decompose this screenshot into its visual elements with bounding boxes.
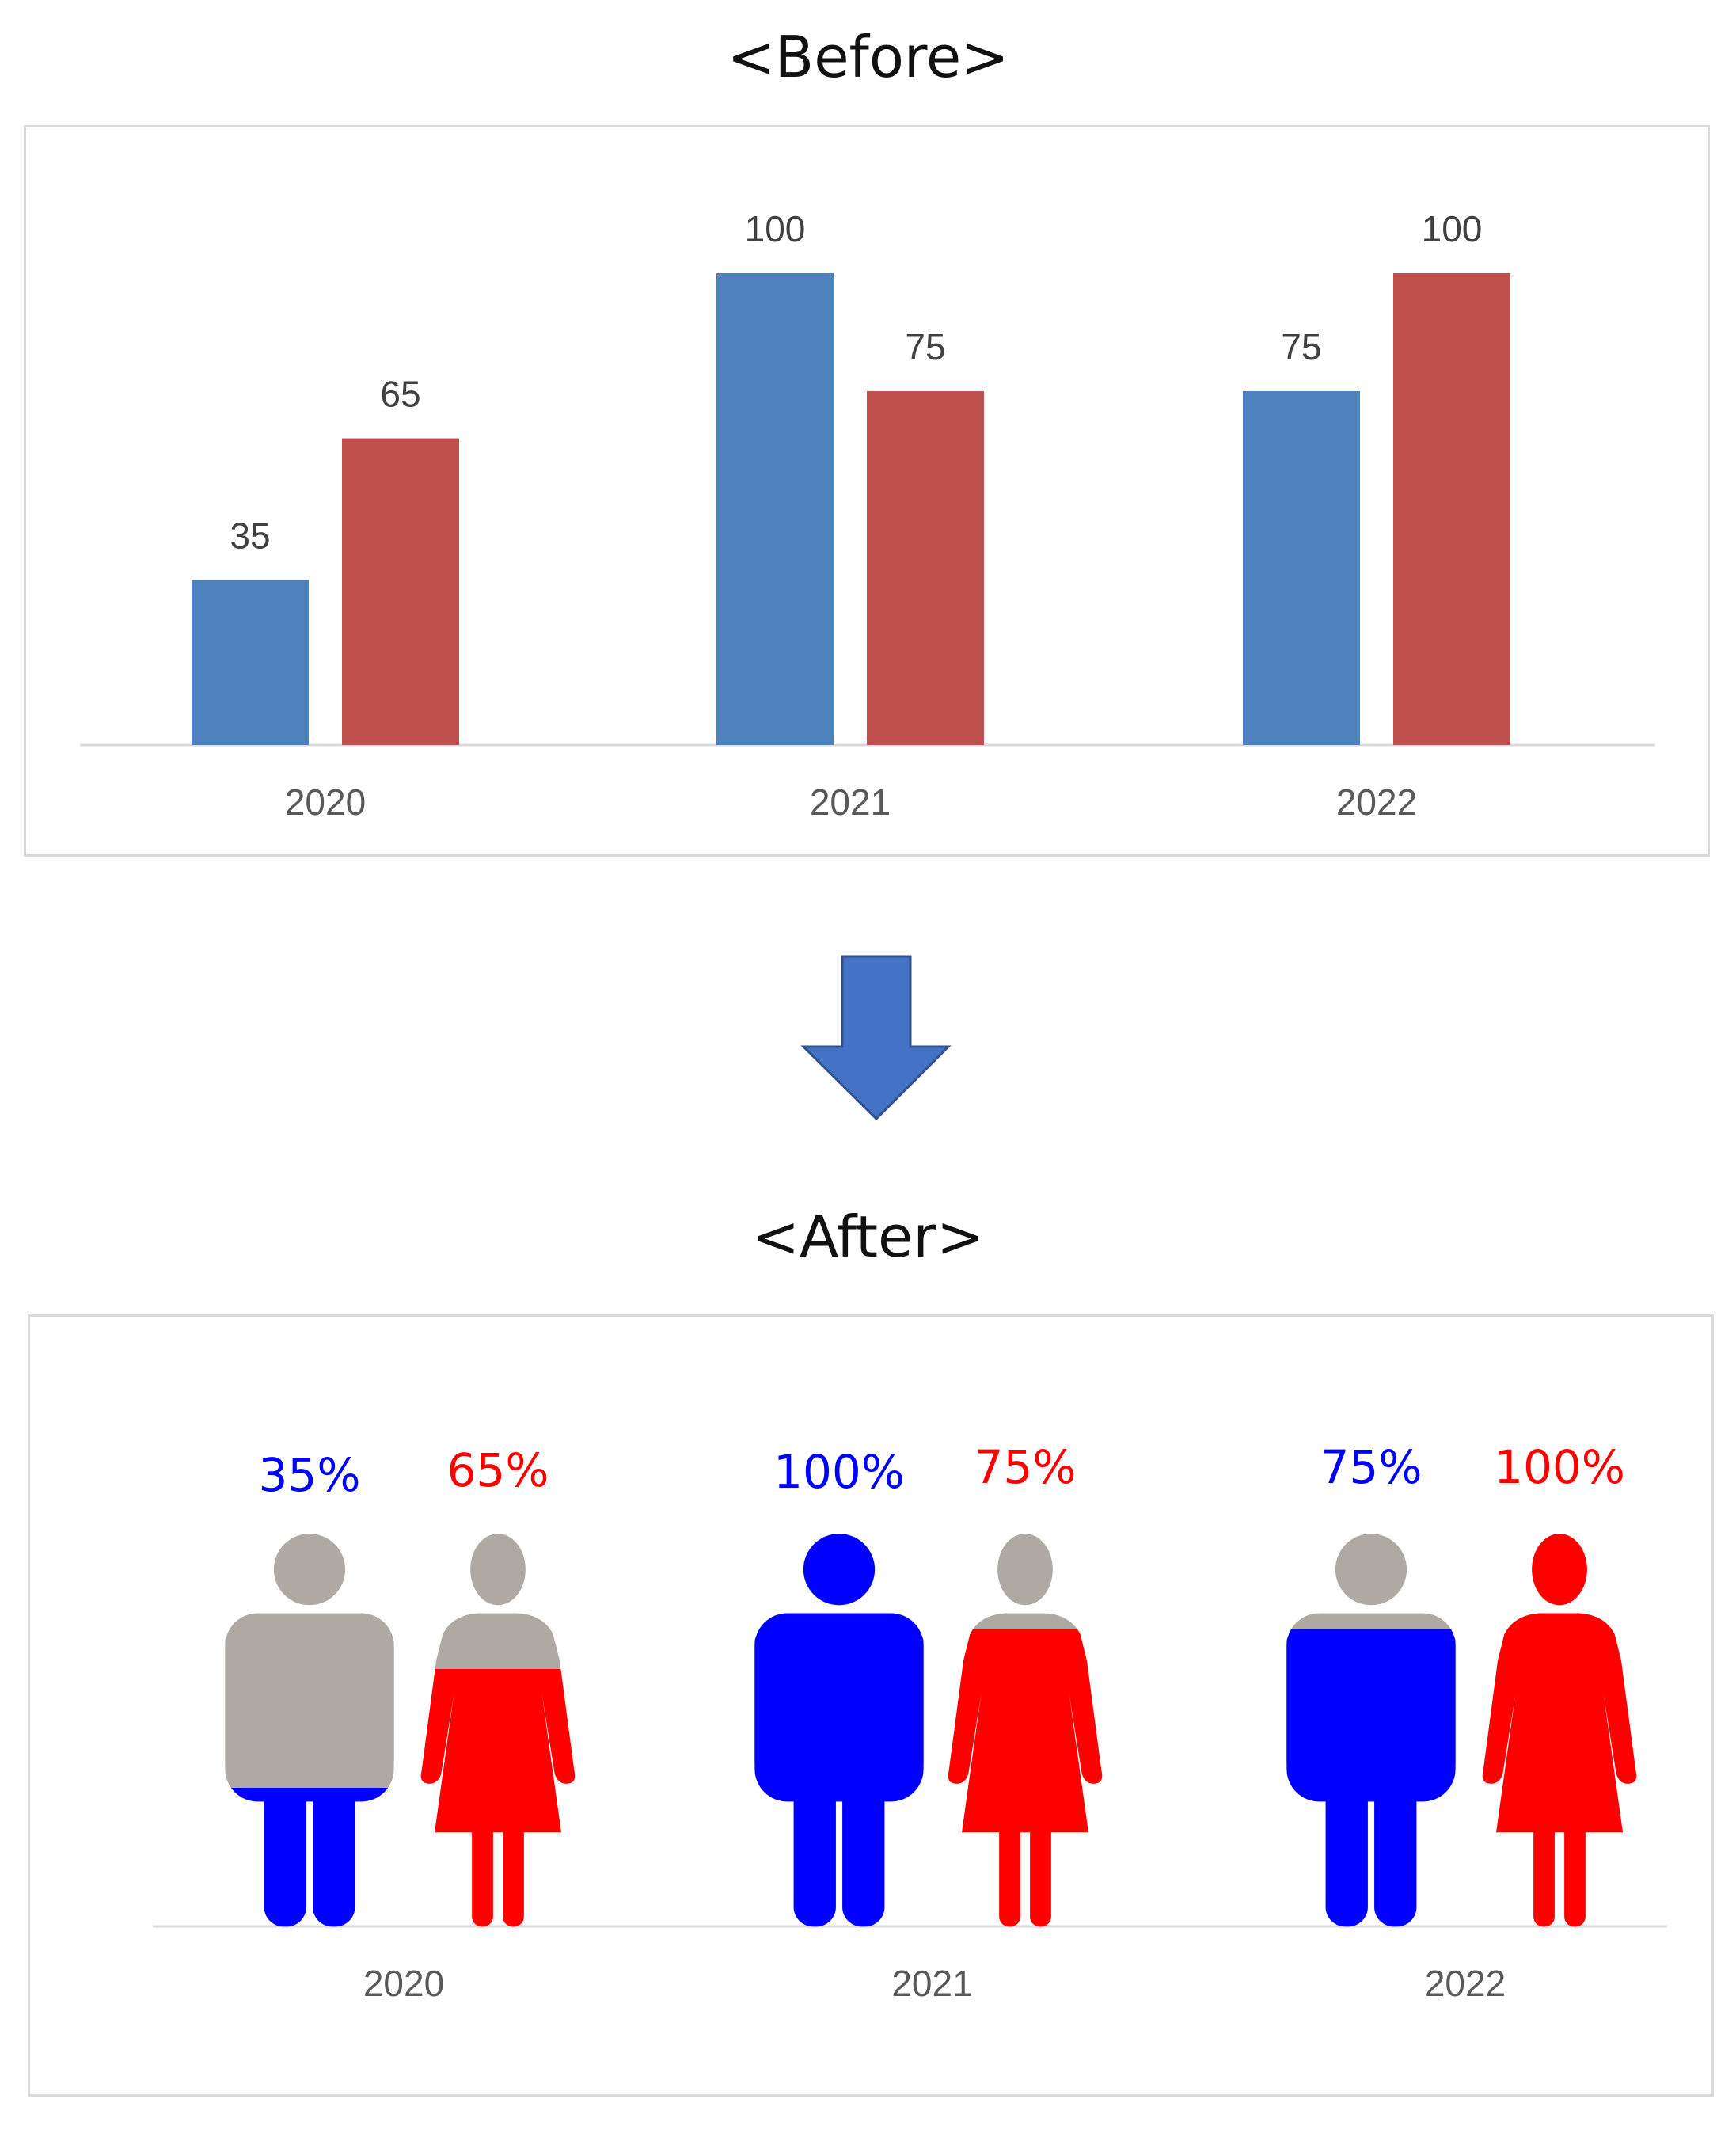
percent-label: 35%: [259, 1448, 361, 1502]
after-chart: 35% 65% 2020 100% 75% 2021 75% 100% 2022: [28, 1314, 1714, 2097]
before-heading: <Before>: [727, 24, 1009, 90]
woman-icon: [948, 1534, 1103, 1927]
percent-label: 100%: [773, 1445, 905, 1499]
data-label: 35: [230, 515, 270, 556]
bar: [342, 438, 459, 745]
woman-icon: [420, 1534, 576, 1927]
woman-icon: [1482, 1534, 1637, 1927]
after-chart-svg: 35% 65% 2020 100% 75% 2021 75% 100% 2022: [153, 1440, 1667, 2004]
x-tick-label: 2021: [891, 1963, 972, 2004]
data-label: 65: [380, 374, 420, 415]
before-chart: 35 65 2020 100 75 2021 75 100 2022: [24, 125, 1710, 857]
x-tick-label: 2022: [1425, 1963, 1506, 2004]
man-icon: [754, 1534, 924, 1927]
x-tick-label: 2021: [810, 781, 891, 823]
before-chart-svg: 35 65 2020 100 75 2021 75 100 2022: [80, 208, 1655, 823]
down-arrow-icon: [800, 955, 952, 1121]
percent-label: 75%: [974, 1440, 1077, 1494]
bar: [716, 273, 834, 745]
man-icon: [1286, 1534, 1456, 1927]
percent-label: 100%: [1494, 1440, 1625, 1494]
x-tick-label: 2020: [285, 781, 366, 823]
data-label: 75: [1281, 326, 1321, 367]
percent-label: 75%: [1320, 1440, 1423, 1494]
x-tick-label: 2020: [363, 1963, 444, 2004]
data-label: 100: [1422, 208, 1483, 249]
bar: [1393, 273, 1510, 745]
man-icon: [225, 1534, 394, 1927]
bar: [192, 580, 309, 745]
x-tick-label: 2022: [1336, 781, 1417, 823]
data-label: 100: [745, 208, 806, 249]
after-heading: <After>: [751, 1203, 985, 1270]
percent-label: 65%: [447, 1443, 549, 1497]
data-label: 75: [905, 326, 945, 367]
bar: [867, 391, 984, 745]
bar: [1243, 391, 1360, 745]
